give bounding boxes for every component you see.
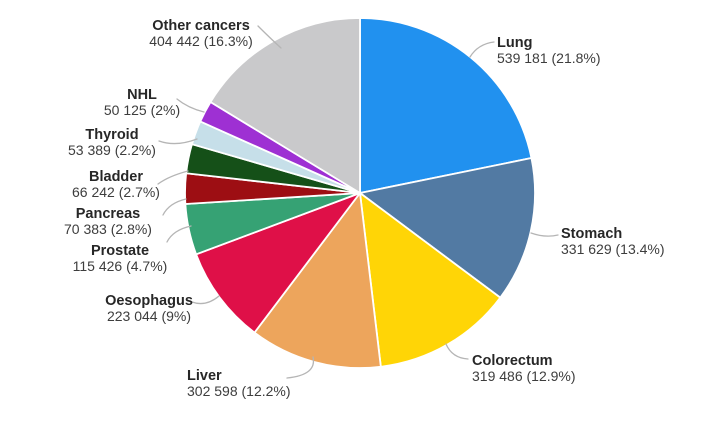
slice-value-prostate: 115 426 (4.7%) (72, 258, 168, 274)
slice-name-stomach: Stomach (561, 226, 623, 242)
slice-value-lung: 539 181 (21.8%) (497, 50, 601, 66)
slice-label-stomach: Stomach 331 629 (13.4%) (561, 227, 665, 257)
leader-line-prostate (166, 225, 192, 243)
pie-slice-stomach (359, 157, 536, 299)
slice-label-nhl: NHL 50 125 (2%) (72, 88, 212, 118)
slice-label-colorectum: Colorectum 319 486 (12.9%) (472, 354, 576, 384)
leader-line-stomach (530, 232, 559, 237)
slice-name-prostate: Prostate (90, 243, 150, 259)
leader-line-lung (469, 41, 495, 58)
slice-value-other-cancers: 404 442 (16.3%) (149, 33, 253, 49)
slice-value-colorectum: 319 486 (12.9%) (472, 368, 576, 384)
slice-label-thyroid: Thyroid 53 389 (2.2%) (42, 128, 182, 158)
leader-line-colorectum (445, 343, 469, 360)
leader-line-pancreas (162, 198, 187, 216)
slice-value-liver: 302 598 (12.2%) (187, 383, 291, 399)
slice-name-lung: Lung (497, 35, 533, 51)
slice-value-stomach: 331 629 (13.4%) (561, 241, 665, 257)
slice-label-other-cancers: Other cancers 404 442 (16.3%) (126, 19, 276, 49)
leader-line-liver (286, 356, 315, 379)
pie-slice-other-cancers (209, 17, 361, 194)
slice-value-pancreas: 70 383 (2.8%) (64, 221, 152, 237)
slice-name-bladder: Bladder (89, 169, 143, 185)
pie-slice-colorectum (359, 192, 502, 368)
pie-slice-liver (253, 192, 382, 369)
slice-label-pancreas: Pancreas 70 383 (2.8%) (38, 207, 178, 237)
leader-line-other-cancers (257, 25, 282, 49)
slice-name-pancreas: Pancreas (75, 206, 141, 222)
slice-name-oesophagus: Oesophagus (105, 293, 193, 309)
slice-name-colorectum: Colorectum (472, 353, 553, 369)
slice-label-bladder: Bladder 66 242 (2.7%) (46, 170, 186, 200)
slice-value-oesophagus: 223 044 (9%) (106, 308, 192, 324)
slice-label-oesophagus: Oesophagus 223 044 (9%) (79, 294, 219, 324)
pie-slice-lung (359, 17, 533, 194)
slice-name-nhl: NHL (127, 87, 157, 103)
slice-value-thyroid: 53 389 (2.2%) (68, 142, 156, 158)
slice-label-lung: Lung 539 181 (21.8%) (497, 36, 601, 66)
slice-name-other-cancers: Other cancers (152, 18, 250, 34)
slice-name-liver: Liver (187, 368, 222, 384)
slice-value-bladder: 66 242 (2.7%) (72, 184, 160, 200)
pie-slice-oesophagus (195, 192, 361, 334)
slice-value-nhl: 50 125 (2%) (103, 102, 181, 118)
leader-line-thyroid (158, 138, 198, 145)
slice-label-liver: Liver 302 598 (12.2%) (187, 369, 291, 399)
leader-line-bladder (157, 170, 189, 185)
slice-label-prostate: Prostate 115 426 (4.7%) (50, 244, 190, 274)
leader-line-nhl (176, 98, 205, 113)
leader-line-oesophagus (191, 295, 220, 305)
slice-name-thyroid: Thyroid (85, 127, 139, 143)
